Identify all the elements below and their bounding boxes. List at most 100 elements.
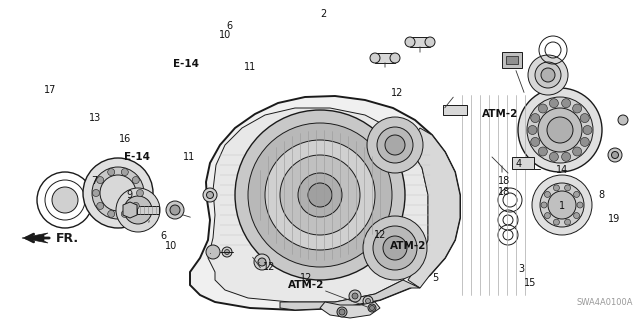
Circle shape (52, 187, 78, 213)
Circle shape (573, 191, 580, 197)
Circle shape (390, 53, 400, 63)
Text: 15: 15 (524, 278, 536, 288)
Circle shape (108, 211, 115, 217)
Text: ATM-2: ATM-2 (483, 108, 518, 119)
Circle shape (405, 37, 415, 47)
Text: ATM-2: ATM-2 (288, 280, 324, 291)
Circle shape (548, 191, 576, 219)
Circle shape (93, 189, 99, 196)
Circle shape (166, 201, 184, 219)
Circle shape (554, 219, 559, 225)
Circle shape (222, 247, 232, 257)
Circle shape (577, 202, 583, 208)
Text: ATM-2: ATM-2 (390, 241, 426, 252)
Text: 14: 14 (556, 165, 568, 175)
Text: SWA4A0100A: SWA4A0100A (577, 298, 633, 307)
Circle shape (363, 216, 427, 280)
Text: 10: 10 (165, 241, 178, 251)
Bar (375, 53, 395, 63)
Circle shape (92, 167, 144, 219)
Circle shape (225, 250, 230, 254)
Text: 1: 1 (559, 201, 565, 212)
Circle shape (618, 115, 628, 125)
Circle shape (541, 202, 547, 208)
Polygon shape (408, 128, 460, 288)
Circle shape (116, 188, 160, 232)
Circle shape (547, 117, 573, 143)
Circle shape (531, 137, 540, 147)
Circle shape (132, 177, 140, 184)
Circle shape (573, 104, 582, 113)
Circle shape (580, 114, 589, 123)
Polygon shape (320, 302, 380, 318)
Circle shape (365, 299, 371, 303)
Circle shape (170, 205, 180, 215)
Circle shape (573, 147, 582, 156)
Circle shape (97, 177, 104, 184)
Circle shape (363, 296, 373, 306)
Text: 8: 8 (598, 190, 605, 200)
Bar (512, 157, 534, 169)
Circle shape (248, 123, 392, 267)
Text: 4: 4 (515, 159, 522, 169)
Polygon shape (123, 202, 137, 218)
Circle shape (545, 191, 550, 197)
Circle shape (608, 148, 622, 162)
Text: 18: 18 (498, 176, 511, 186)
Circle shape (564, 219, 571, 225)
Bar (443, 105, 467, 115)
Circle shape (528, 125, 537, 134)
Circle shape (254, 254, 270, 270)
Text: E-14: E-14 (124, 152, 150, 163)
Circle shape (136, 189, 143, 196)
Circle shape (207, 191, 214, 198)
Circle shape (308, 183, 332, 207)
Circle shape (541, 68, 555, 82)
Circle shape (518, 88, 602, 172)
Bar (506, 56, 518, 64)
Circle shape (580, 137, 589, 147)
Text: 2: 2 (320, 9, 326, 20)
Circle shape (549, 152, 558, 161)
Circle shape (369, 306, 374, 310)
Circle shape (611, 151, 618, 158)
Circle shape (538, 147, 547, 156)
Circle shape (298, 173, 342, 217)
Circle shape (122, 211, 128, 217)
Bar (137, 206, 159, 214)
Circle shape (377, 127, 413, 163)
Circle shape (265, 140, 375, 250)
Circle shape (83, 158, 153, 228)
Text: 11: 11 (182, 152, 195, 162)
Circle shape (583, 125, 592, 134)
Text: FR.: FR. (56, 231, 79, 244)
Bar (410, 37, 430, 47)
Circle shape (339, 309, 345, 315)
Polygon shape (280, 280, 420, 310)
Circle shape (383, 236, 407, 260)
Text: 6: 6 (161, 231, 167, 241)
Text: 3: 3 (518, 264, 525, 274)
Circle shape (425, 37, 435, 47)
Text: 17: 17 (44, 84, 56, 95)
Circle shape (545, 212, 550, 219)
Circle shape (564, 185, 571, 191)
Circle shape (337, 307, 347, 317)
Text: 12: 12 (300, 273, 312, 283)
Circle shape (562, 99, 571, 108)
Circle shape (349, 290, 361, 302)
Circle shape (540, 183, 584, 227)
Polygon shape (22, 233, 48, 243)
Text: 13: 13 (88, 113, 101, 124)
Circle shape (562, 152, 571, 161)
Text: 16: 16 (119, 134, 132, 144)
Text: 9: 9 (126, 190, 132, 200)
Bar (502, 52, 522, 68)
Circle shape (554, 185, 559, 191)
Circle shape (538, 104, 547, 113)
Text: 12: 12 (374, 230, 387, 240)
Circle shape (206, 245, 220, 259)
Circle shape (258, 258, 266, 266)
Text: 6: 6 (226, 20, 232, 31)
Circle shape (352, 293, 358, 299)
